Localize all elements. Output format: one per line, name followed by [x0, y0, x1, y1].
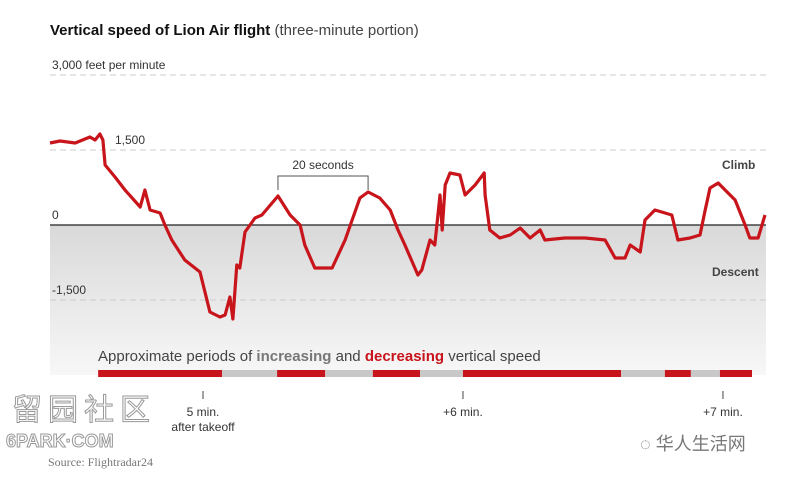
watermark-right: ◌ 华人生活网	[640, 430, 746, 456]
source-note: Source: Flightradar24	[48, 455, 153, 469]
period-increasing	[325, 370, 373, 377]
x-tick-label: 5 min. after takeoff	[171, 405, 234, 435]
x-tick-main: +6 min.	[443, 405, 483, 419]
period-decreasing	[98, 370, 223, 377]
watermark-left-sub: 6PARK·COM	[6, 431, 115, 452]
chart-title: Vertical speed of Lion Air flight	[50, 22, 271, 39]
descent-label: Descent	[712, 265, 759, 279]
legend-text: Approximate periods of	[98, 348, 257, 365]
period-increasing	[690, 370, 720, 377]
legend-text: and	[331, 348, 365, 365]
series-line	[49, 132, 767, 321]
period-decreasing	[372, 370, 421, 377]
x-tick-main: 5 min.	[186, 405, 220, 419]
period-decreasing	[277, 370, 326, 377]
watermark-left: 留园社区	[12, 393, 156, 428]
y-tick-label: 0	[52, 208, 59, 222]
x-tick-main: +7 min.	[703, 405, 743, 419]
wechat-icon: ◌	[640, 434, 656, 454]
legend-decreasing: decreasing	[364, 348, 445, 365]
periods-legend: Approximate periods of increasing and de…	[98, 348, 541, 365]
legend-increasing: increasing	[256, 348, 332, 365]
y-tick-label: 3,000 feet per minute	[52, 58, 166, 72]
period-decreasing	[664, 370, 691, 377]
watermark-right-text: 华人生活网	[655, 434, 746, 454]
annotation-bracket	[277, 175, 369, 190]
period-increasing	[420, 370, 463, 377]
period-decreasing	[462, 370, 622, 377]
y-tick-label: 1,500	[115, 133, 146, 147]
period-increasing	[222, 370, 278, 377]
chart-subtitle: (three-minute portion)	[274, 22, 419, 39]
annotation-label: 20 seconds	[292, 158, 354, 172]
x-tick-label: +6 min.	[443, 405, 483, 420]
period-decreasing	[719, 370, 752, 377]
y-tick-label: -1,500	[52, 283, 87, 297]
x-tick-label: +7 min.	[703, 405, 743, 420]
legend-text: vertical speed	[444, 348, 541, 365]
climb-label: Climb	[722, 158, 756, 172]
x-tick-sub: after takeoff	[171, 420, 235, 434]
period-increasing	[621, 370, 665, 377]
